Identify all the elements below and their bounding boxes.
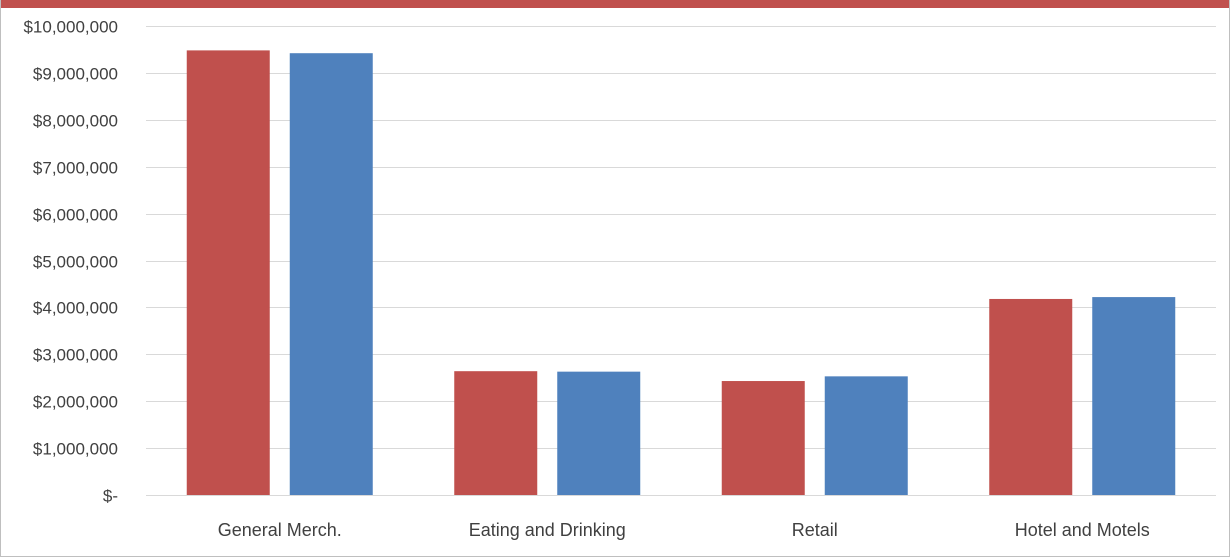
header-accent-bar bbox=[1, 0, 1229, 8]
y-tick-label: $5,000,000 bbox=[33, 253, 118, 272]
y-tick-label: $10,000,000 bbox=[23, 18, 118, 37]
y-tick-label: $9,000,000 bbox=[33, 65, 118, 84]
y-tick-label: $7,000,000 bbox=[33, 159, 118, 178]
bar-series-1 bbox=[721, 381, 805, 495]
y-tick-label: $4,000,000 bbox=[33, 299, 118, 318]
y-tick-label: $- bbox=[103, 487, 118, 506]
y-tick-label: $1,000,000 bbox=[33, 440, 118, 459]
x-tick-label: Hotel and Motels bbox=[1015, 520, 1150, 540]
y-tick-label: $3,000,000 bbox=[33, 346, 118, 365]
bar-series-2 bbox=[289, 53, 373, 496]
x-tick-label: Eating and Drinking bbox=[469, 520, 626, 540]
bars bbox=[186, 50, 1176, 496]
bar-series-2 bbox=[824, 376, 908, 495]
y-tick-label: $6,000,000 bbox=[33, 206, 118, 225]
bar-series-1 bbox=[989, 298, 1073, 495]
y-tick-label: $2,000,000 bbox=[33, 393, 118, 412]
x-axis-category-labels: General Merch. Eating and Drinking Retail H… bbox=[218, 520, 1150, 540]
x-tick-label: Retail bbox=[792, 520, 838, 540]
x-tick-label: General Merch. bbox=[218, 520, 342, 540]
bar-series-1 bbox=[186, 50, 270, 495]
bar-series-2 bbox=[1092, 297, 1176, 495]
bar-series-2 bbox=[557, 371, 641, 495]
y-tick-label: $8,000,000 bbox=[33, 112, 118, 131]
bar-series-1 bbox=[454, 371, 538, 495]
y-axis-tick-labels: $- $1,000,000 $2,000,000 $3,000,000 $4,000,0… bbox=[23, 18, 118, 506]
